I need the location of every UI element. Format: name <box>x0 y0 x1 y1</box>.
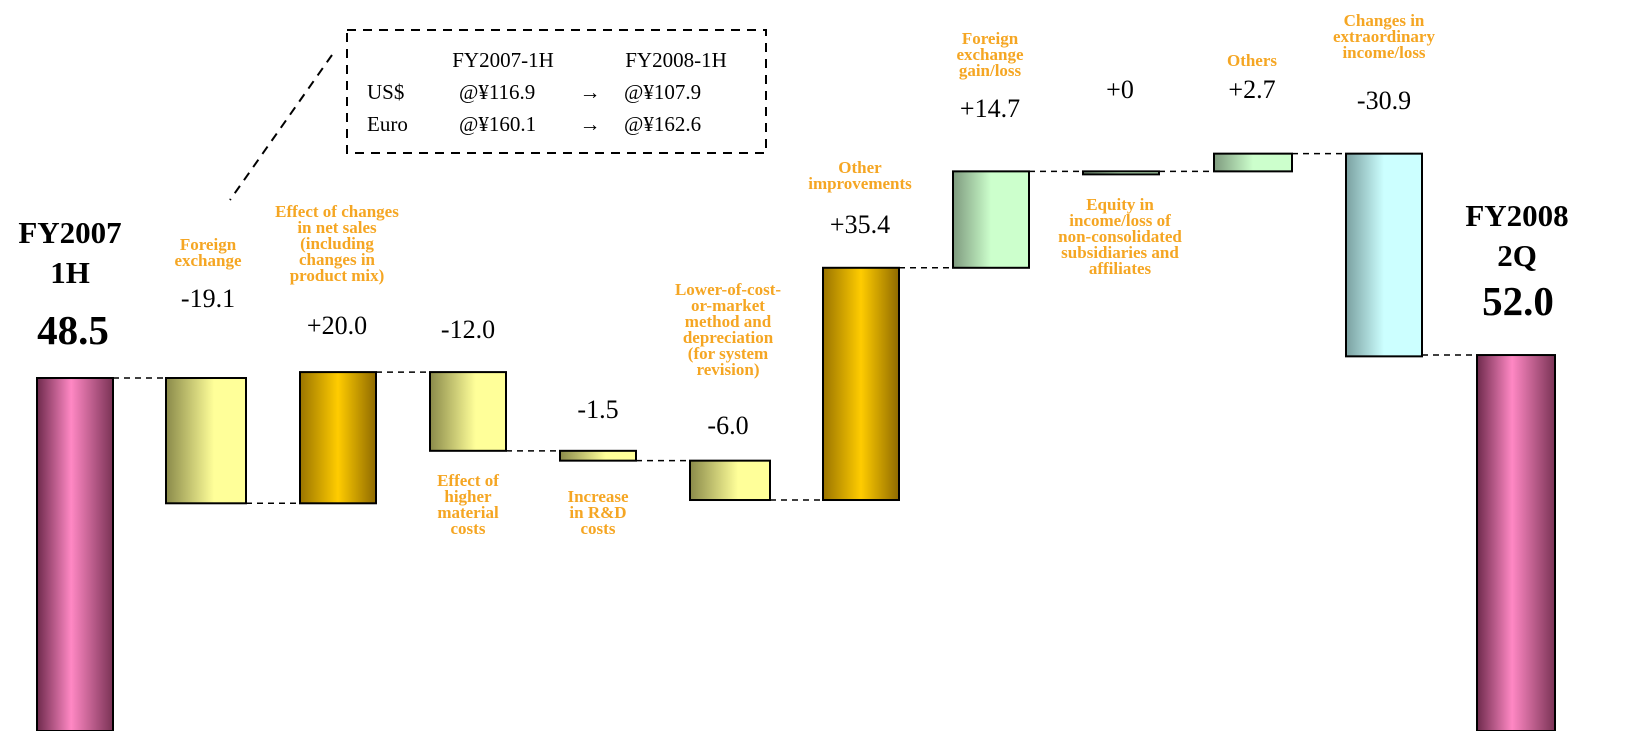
start-label: FY2007 1H <box>18 215 121 290</box>
label-rd-costs: Increase in R&D costs <box>567 487 629 538</box>
bar-fx-gain-loss <box>952 170 1030 269</box>
end-value: 52.0 <box>1482 278 1554 324</box>
label-other-improvements: Other improvements <box>808 158 912 193</box>
fx-header-fy2007: FY2007-1H <box>452 48 554 72</box>
end-bar-fy2008-2q <box>1476 354 1556 731</box>
fx-currency-usd: US$ <box>367 80 404 104</box>
fx-rate-box <box>346 29 767 154</box>
bar-net-sales-effect <box>299 371 377 505</box>
label-lower-of-cost: Lower-of-cost-or-market method and depreci… <box>675 280 781 379</box>
start-bar-fy2007-1h <box>36 377 114 731</box>
category-labels: FY2007 1H 48.5 FY2008 2Q 52.0 Foreign exchange -… <box>18 11 1568 538</box>
value-foreign-exchange: -19.1 <box>181 284 235 313</box>
end-label: FY2008 2Q <box>1465 198 1568 273</box>
label-equity-income: Equity in income/loss of non-consolidated s… <box>1058 195 1182 278</box>
label-fx-gain-loss: Foreign exchange gain/loss <box>956 29 1024 80</box>
bar-others <box>1213 152 1293 173</box>
value-net-sales-effect: +20.0 <box>307 311 367 340</box>
label-extraordinary: Changes in extraordinary income/loss <box>1333 11 1435 62</box>
bar-lower-of-cost <box>689 459 771 502</box>
bar-material-costs <box>429 371 507 452</box>
label-foreign-exchange: Foreign exchange <box>174 235 242 270</box>
value-fx-gain-loss: +14.7 <box>960 94 1020 123</box>
value-others: +2.7 <box>1228 75 1275 104</box>
fx-usd-arrow: → <box>580 80 601 104</box>
fx-usd-to: @¥107.9 <box>624 80 701 104</box>
value-lower-of-cost: -6.0 <box>707 411 748 440</box>
bar-rd-costs <box>559 449 637 462</box>
value-other-improvements: +35.4 <box>830 210 890 239</box>
fx-euro-to: @¥162.6 <box>624 112 701 136</box>
fx-euro-from: @¥160.1 <box>459 112 536 136</box>
fx-header-fy2008: FY2008-1H <box>625 48 727 72</box>
bar-other-improvements <box>822 266 900 502</box>
fx-callout-leader <box>229 54 333 201</box>
bar-extraordinary <box>1345 152 1423 358</box>
label-material-costs: Effect of higher material costs <box>437 471 499 538</box>
fx-currency-euro: Euro <box>367 112 408 136</box>
value-equity-income: +0 <box>1106 75 1134 104</box>
value-rd-costs: -1.5 <box>577 395 618 424</box>
bar-equity-income <box>1082 170 1160 176</box>
fx-euro-arrow: → <box>580 112 601 136</box>
bars <box>36 152 1556 731</box>
bar-foreign-exchange <box>165 377 247 505</box>
label-net-sales-effect: Effect of changes in net sales (including c… <box>275 202 399 285</box>
value-material-costs: -12.0 <box>441 315 495 344</box>
fx-usd-from: @¥116.9 <box>459 80 535 104</box>
connector-lines <box>113 152 1477 505</box>
value-extraordinary: -30.9 <box>1357 86 1411 115</box>
start-value: 48.5 <box>37 307 109 353</box>
label-others: Others <box>1227 51 1277 70</box>
